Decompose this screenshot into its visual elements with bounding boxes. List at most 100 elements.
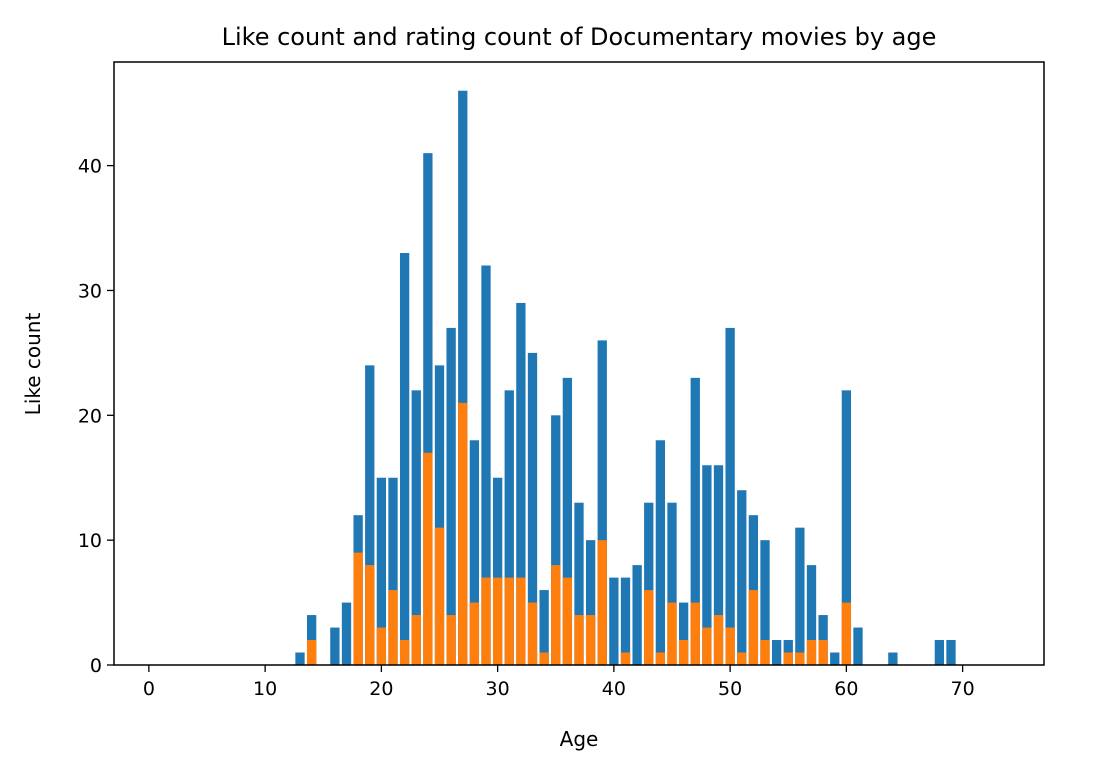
x-tick-label-0: 0 [143,678,155,700]
bar-series2-age-24 [423,452,433,665]
bar-series2-age-36 [562,577,573,665]
bar-series1-age-38 [585,540,596,665]
bar-series2-age-58 [818,640,828,665]
bar-series1-age-48 [702,465,712,665]
y-axis-label: Like count [21,313,45,416]
bar-series1-age-25 [434,365,445,665]
bar-series1-age-23 [411,390,421,665]
bar-series1-age-13 [295,652,305,665]
bar-series1-age-53 [760,540,770,665]
bar-series2-age-43 [644,590,654,665]
bar-series1-age-40 [609,577,619,665]
bar-series2-age-30 [492,577,503,665]
bar-series2-age-34 [539,652,549,665]
y-tick-label-20: 20 [78,405,102,427]
bar-series2-age-21 [388,590,398,665]
bar-series2-age-49 [713,615,724,665]
bar-series2-age-50 [725,627,735,665]
bar-series2-age-27 [458,402,468,665]
bar-series1-age-36 [562,377,573,665]
x-tick-label-70: 70 [951,678,975,700]
chart-title: Like count and rating count of Documenta… [222,23,937,51]
bar-series1-age-68 [934,640,945,665]
bar-series1-age-32 [516,302,526,665]
bar-series1-age-24 [423,153,433,665]
x-tick-label-60: 60 [834,678,858,700]
bar-series2-age-44 [655,652,666,665]
bar-series2-age-20 [376,627,387,665]
bar-series2-age-39 [597,540,607,665]
x-axis-ticks: 0 10 20 30 40 50 60 70 [143,665,975,700]
bar-series1-age-35 [551,415,561,665]
bar-series1-age-69 [946,640,956,665]
bar-series1-age-57 [806,565,817,665]
bar-series1-age-59 [830,652,840,665]
bar-series1-age-60 [841,390,852,665]
bar-series2-age-41 [620,652,631,665]
bar-series2-age-26 [446,615,456,665]
bar-series2-age-31 [504,577,514,665]
bar-series1-age-27 [458,90,468,665]
x-tick-label-50: 50 [718,678,742,700]
bar-series1-age-64 [888,652,898,665]
bar-series1-age-54 [771,640,782,665]
bar-series2-age-51 [737,652,747,665]
bar-series1-age-34 [539,590,549,665]
x-tick-label-30: 30 [486,678,510,700]
bar-series2-age-23 [411,615,421,665]
bar-series2-age-47 [690,602,700,665]
bar-series1-age-56 [795,527,805,665]
bar-series2-age-28 [469,602,480,665]
bar-series1-age-30 [492,477,503,665]
bar-series2-age-33 [527,602,538,665]
bar-series1-age-19 [365,365,375,665]
bar-series1-age-33 [527,352,538,665]
bar-series1-age-45 [667,502,677,665]
bar-series1-age-16 [330,627,340,665]
bar-series2-age-56 [795,652,805,665]
y-axis-ticks: 0 10 20 30 40 [78,156,114,677]
y-tick-label-10: 10 [78,530,102,552]
x-tick-label-20: 20 [369,678,393,700]
bar-series2-age-45 [667,602,677,665]
bar-series2-age-38 [585,615,596,665]
bar-series1-age-55 [783,640,793,665]
x-tick-label-10: 10 [253,678,277,700]
bar-series1-age-47 [690,377,700,665]
bar-series2-age-48 [702,627,712,665]
x-tick-label-40: 40 [602,678,626,700]
plot-area: 0 10 20 30 40 50 60 70 0 10 20 30 40 [78,61,1045,700]
bar-series1-age-20 [376,477,387,665]
bar-series2-age-22 [399,640,410,665]
bar-series1-age-28 [469,440,480,665]
bar-series1-age-51 [737,490,747,665]
bar-series2-age-19 [365,565,375,665]
bar-series2-age-46 [678,640,689,665]
bar-series1-age-46 [678,602,689,665]
bar-series2-age-57 [806,640,817,665]
bar-series1-age-37 [574,502,584,665]
bar-series2-age-55 [783,652,793,665]
bar-series1-age-26 [446,327,456,665]
bar-series1-age-31 [504,390,514,665]
y-tick-label-0: 0 [90,655,102,677]
bar-series1-age-61 [853,627,863,665]
bar-series2-age-52 [748,590,759,665]
plot-frame [113,61,1045,666]
y-tick-label-40: 40 [78,156,102,178]
bar-series2-age-53 [760,640,770,665]
bar-series1-age-41 [620,577,631,665]
bar-series2-age-25 [434,527,445,665]
bar-series2-age-60 [841,602,852,665]
bar-series2-age-18 [353,552,363,665]
bar-series2-age-14 [306,640,317,665]
bar-series1-age-22 [399,253,410,665]
bar-series1-age-44 [655,440,666,665]
bar-series2-age-32 [516,577,526,665]
bar-series1-age-21 [388,477,398,665]
bar-series1-age-49 [713,465,724,665]
bar-series1-age-43 [644,502,654,665]
bar-series2-age-35 [551,565,561,665]
bar-series1-age-42 [632,565,642,665]
